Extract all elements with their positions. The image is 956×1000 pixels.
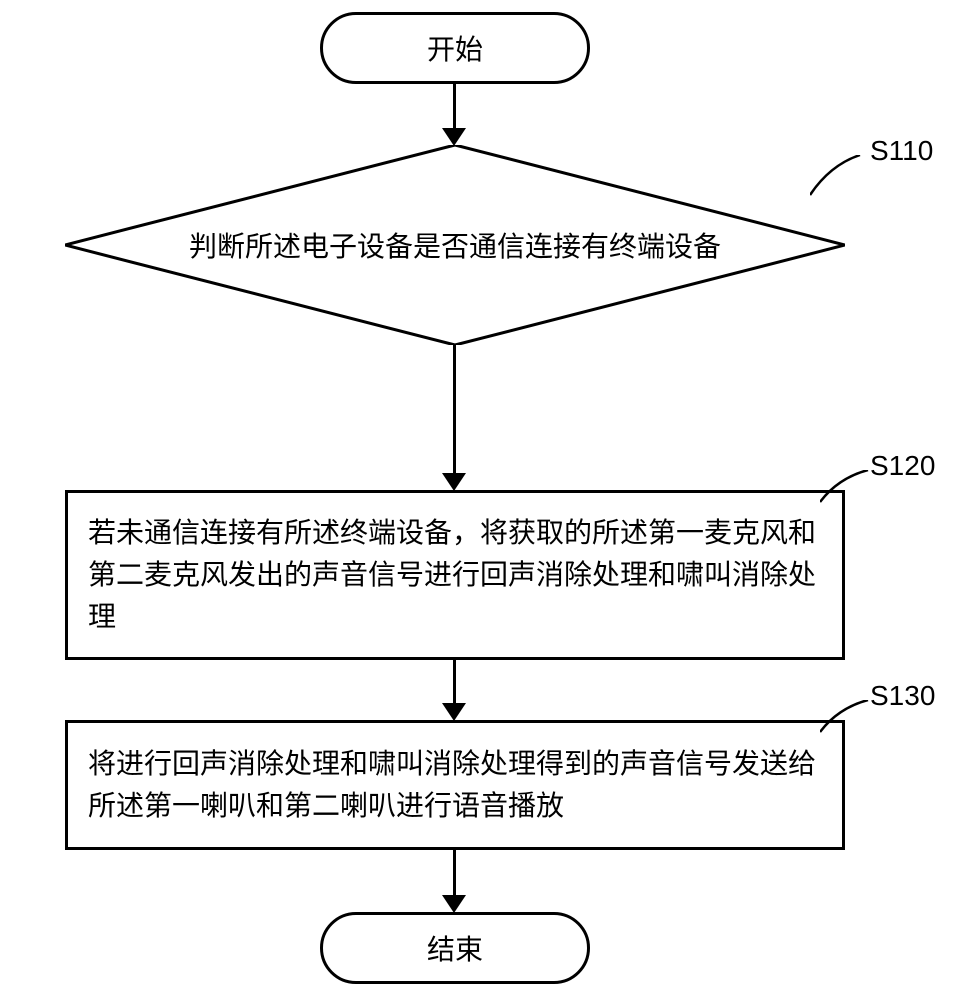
arrow-3	[453, 660, 456, 708]
end-text: 结束	[427, 928, 483, 968]
arrow-3-head	[442, 703, 466, 721]
label-curve-s130	[820, 700, 875, 740]
process2-text: 将进行回声消除处理和啸叫消除处理得到的声音信号发送给所述第一喇叭和第二喇叭进行语…	[88, 743, 822, 827]
decision-node: 判断所述电子设备是否通信连接有终端设备	[65, 145, 845, 345]
label-curve-s120	[820, 470, 875, 510]
arrow-1-head	[442, 128, 466, 146]
step-label-s130: S130	[870, 680, 935, 712]
process2-node: 将进行回声消除处理和啸叫消除处理得到的声音信号发送给所述第一喇叭和第二喇叭进行语…	[65, 720, 845, 850]
process1-text: 若未通信连接有所述终端设备，将获取的所述第一麦克风和第二麦克风发出的声音信号进行…	[88, 512, 822, 638]
arrow-2-head	[442, 473, 466, 491]
label-curve-s110	[810, 155, 870, 205]
arrow-4-head	[442, 895, 466, 913]
step-label-s120: S120	[870, 450, 935, 482]
arrow-4	[453, 850, 456, 900]
start-node: 开始	[320, 12, 590, 84]
step-label-s110: S110	[870, 135, 933, 167]
end-node: 结束	[320, 912, 590, 984]
process1-node: 若未通信连接有所述终端设备，将获取的所述第一麦克风和第二麦克风发出的声音信号进行…	[65, 490, 845, 660]
decision-text: 判断所述电子设备是否通信连接有终端设备	[189, 231, 721, 262]
arrow-1	[453, 84, 456, 133]
arrow-2	[453, 345, 456, 478]
start-text: 开始	[427, 28, 483, 68]
